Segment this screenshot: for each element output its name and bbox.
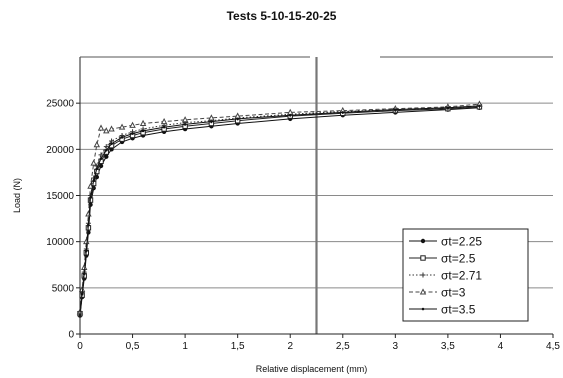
data-point xyxy=(80,292,84,296)
legend-label: σt=2.5 xyxy=(441,252,476,266)
data-point xyxy=(87,223,90,227)
data-point xyxy=(394,108,397,111)
data-point xyxy=(87,182,94,189)
data-point xyxy=(92,179,95,183)
data-point xyxy=(93,141,101,148)
data-point xyxy=(95,167,99,171)
data-point xyxy=(286,108,294,115)
data-point xyxy=(85,249,88,253)
y-tick-label: 15000 xyxy=(46,191,74,202)
data-point xyxy=(181,116,189,123)
data-point xyxy=(162,125,166,129)
y-axis-title: Load (N) xyxy=(12,178,22,213)
data-point xyxy=(160,117,168,125)
data-point xyxy=(97,124,105,131)
x-tick-label: 4,5 xyxy=(546,341,560,352)
data-point xyxy=(108,125,115,132)
y-tick-label: 20000 xyxy=(46,145,74,156)
axes xyxy=(76,56,554,338)
y-tick-label: 0 xyxy=(68,330,74,341)
tick-labels: 0 0,5 1 1,5 2 2,5 3 3,5 4 4,5 0 5000 10000 15000 20000… xyxy=(46,99,560,352)
data-point xyxy=(341,111,345,114)
legend: σt=2.25 σt=2.5 σt=2.71 σt=3 σt=3.5 xyxy=(402,228,529,322)
data-series xyxy=(76,100,483,318)
data-point xyxy=(82,272,86,276)
data-point xyxy=(118,123,126,130)
data-point xyxy=(90,159,97,166)
x-tick-label: 3,5 xyxy=(441,341,455,352)
legend-label: σt=3.5 xyxy=(441,303,476,317)
y-tick-label: 5000 xyxy=(52,283,75,294)
y-tick-label: 25000 xyxy=(46,99,74,110)
data-point xyxy=(104,148,108,152)
legend-label: σt=2.25 xyxy=(441,235,482,249)
data-point xyxy=(120,136,124,139)
y-tick-label: 10000 xyxy=(46,237,74,248)
data-point xyxy=(210,120,213,123)
x-tick-label: 0 xyxy=(77,341,83,352)
data-point xyxy=(421,307,425,311)
x-tick-label: 4 xyxy=(498,341,504,352)
data-point xyxy=(183,123,187,126)
x-tick-label: 1 xyxy=(182,341,188,352)
data-point xyxy=(110,142,113,146)
data-point xyxy=(288,113,292,117)
data-point xyxy=(131,132,134,135)
chart-title: Tests 5-10-15-20-25 xyxy=(226,9,337,23)
series-line xyxy=(79,103,480,312)
x-tick-label: 2 xyxy=(287,341,293,352)
data-point xyxy=(420,255,426,261)
data-point xyxy=(103,127,110,134)
data-point xyxy=(419,288,427,295)
data-point xyxy=(234,112,241,119)
data-point xyxy=(208,114,215,121)
legend-label: σt=3 xyxy=(441,286,466,300)
data-point xyxy=(139,119,147,126)
data-point xyxy=(420,272,426,278)
x-axis-title: Relative displacement (mm) xyxy=(256,364,368,374)
data-point xyxy=(141,129,145,133)
x-tick-label: 0,5 xyxy=(126,341,140,352)
legend-label: σt=2.71 xyxy=(441,269,482,283)
series-5 xyxy=(78,104,481,316)
data-point xyxy=(98,152,104,158)
x-tick-label: 1,5 xyxy=(231,341,245,352)
data-point xyxy=(104,154,109,159)
x-tick-label: 2,5 xyxy=(336,341,350,352)
data-point xyxy=(99,157,103,160)
data-point xyxy=(103,144,109,150)
x-tick-label: 3 xyxy=(393,341,399,352)
data-point xyxy=(446,106,450,110)
data-point xyxy=(478,104,481,108)
data-point xyxy=(236,117,239,121)
data-point xyxy=(129,121,136,128)
data-point xyxy=(420,238,426,244)
data-point xyxy=(89,196,92,199)
